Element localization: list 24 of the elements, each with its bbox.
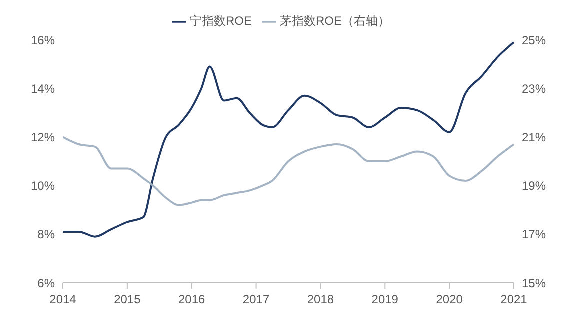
x-tick-label: 2014 xyxy=(50,292,77,307)
y-tick-label: 10% xyxy=(30,179,56,194)
y-tick-label: 14% xyxy=(30,82,56,96)
y2-tick-label: 21% xyxy=(522,130,546,144)
x-tick-label: 2016 xyxy=(178,292,206,307)
x-tick-label: 2019 xyxy=(372,292,399,307)
y-tick-label: 16% xyxy=(30,33,56,48)
y2-tick-label: 15% xyxy=(522,276,546,290)
y-tick-label: 12% xyxy=(30,130,56,144)
y-tick-label: 8% xyxy=(38,228,56,242)
y2-tick-label: 19% xyxy=(522,179,546,194)
y2-tick-label: 25% xyxy=(522,33,546,48)
x-tick-label: 2015 xyxy=(114,292,142,307)
y2-tick-label: 23% xyxy=(522,82,546,96)
y-tick-label: 6% xyxy=(38,276,56,290)
line-series xyxy=(63,41,514,238)
x-tick-label: 2017 xyxy=(242,292,270,307)
legend-label: 宁指数ROE xyxy=(190,14,252,28)
line-series xyxy=(63,136,514,206)
x-tick-label: 2018 xyxy=(307,292,334,307)
x-tick-label: 2021 xyxy=(500,292,528,307)
x-tick-label: 2020 xyxy=(436,292,464,307)
legend-label: 茅指数ROE（右轴） xyxy=(280,14,390,28)
y2-tick-label: 17% xyxy=(522,228,546,242)
